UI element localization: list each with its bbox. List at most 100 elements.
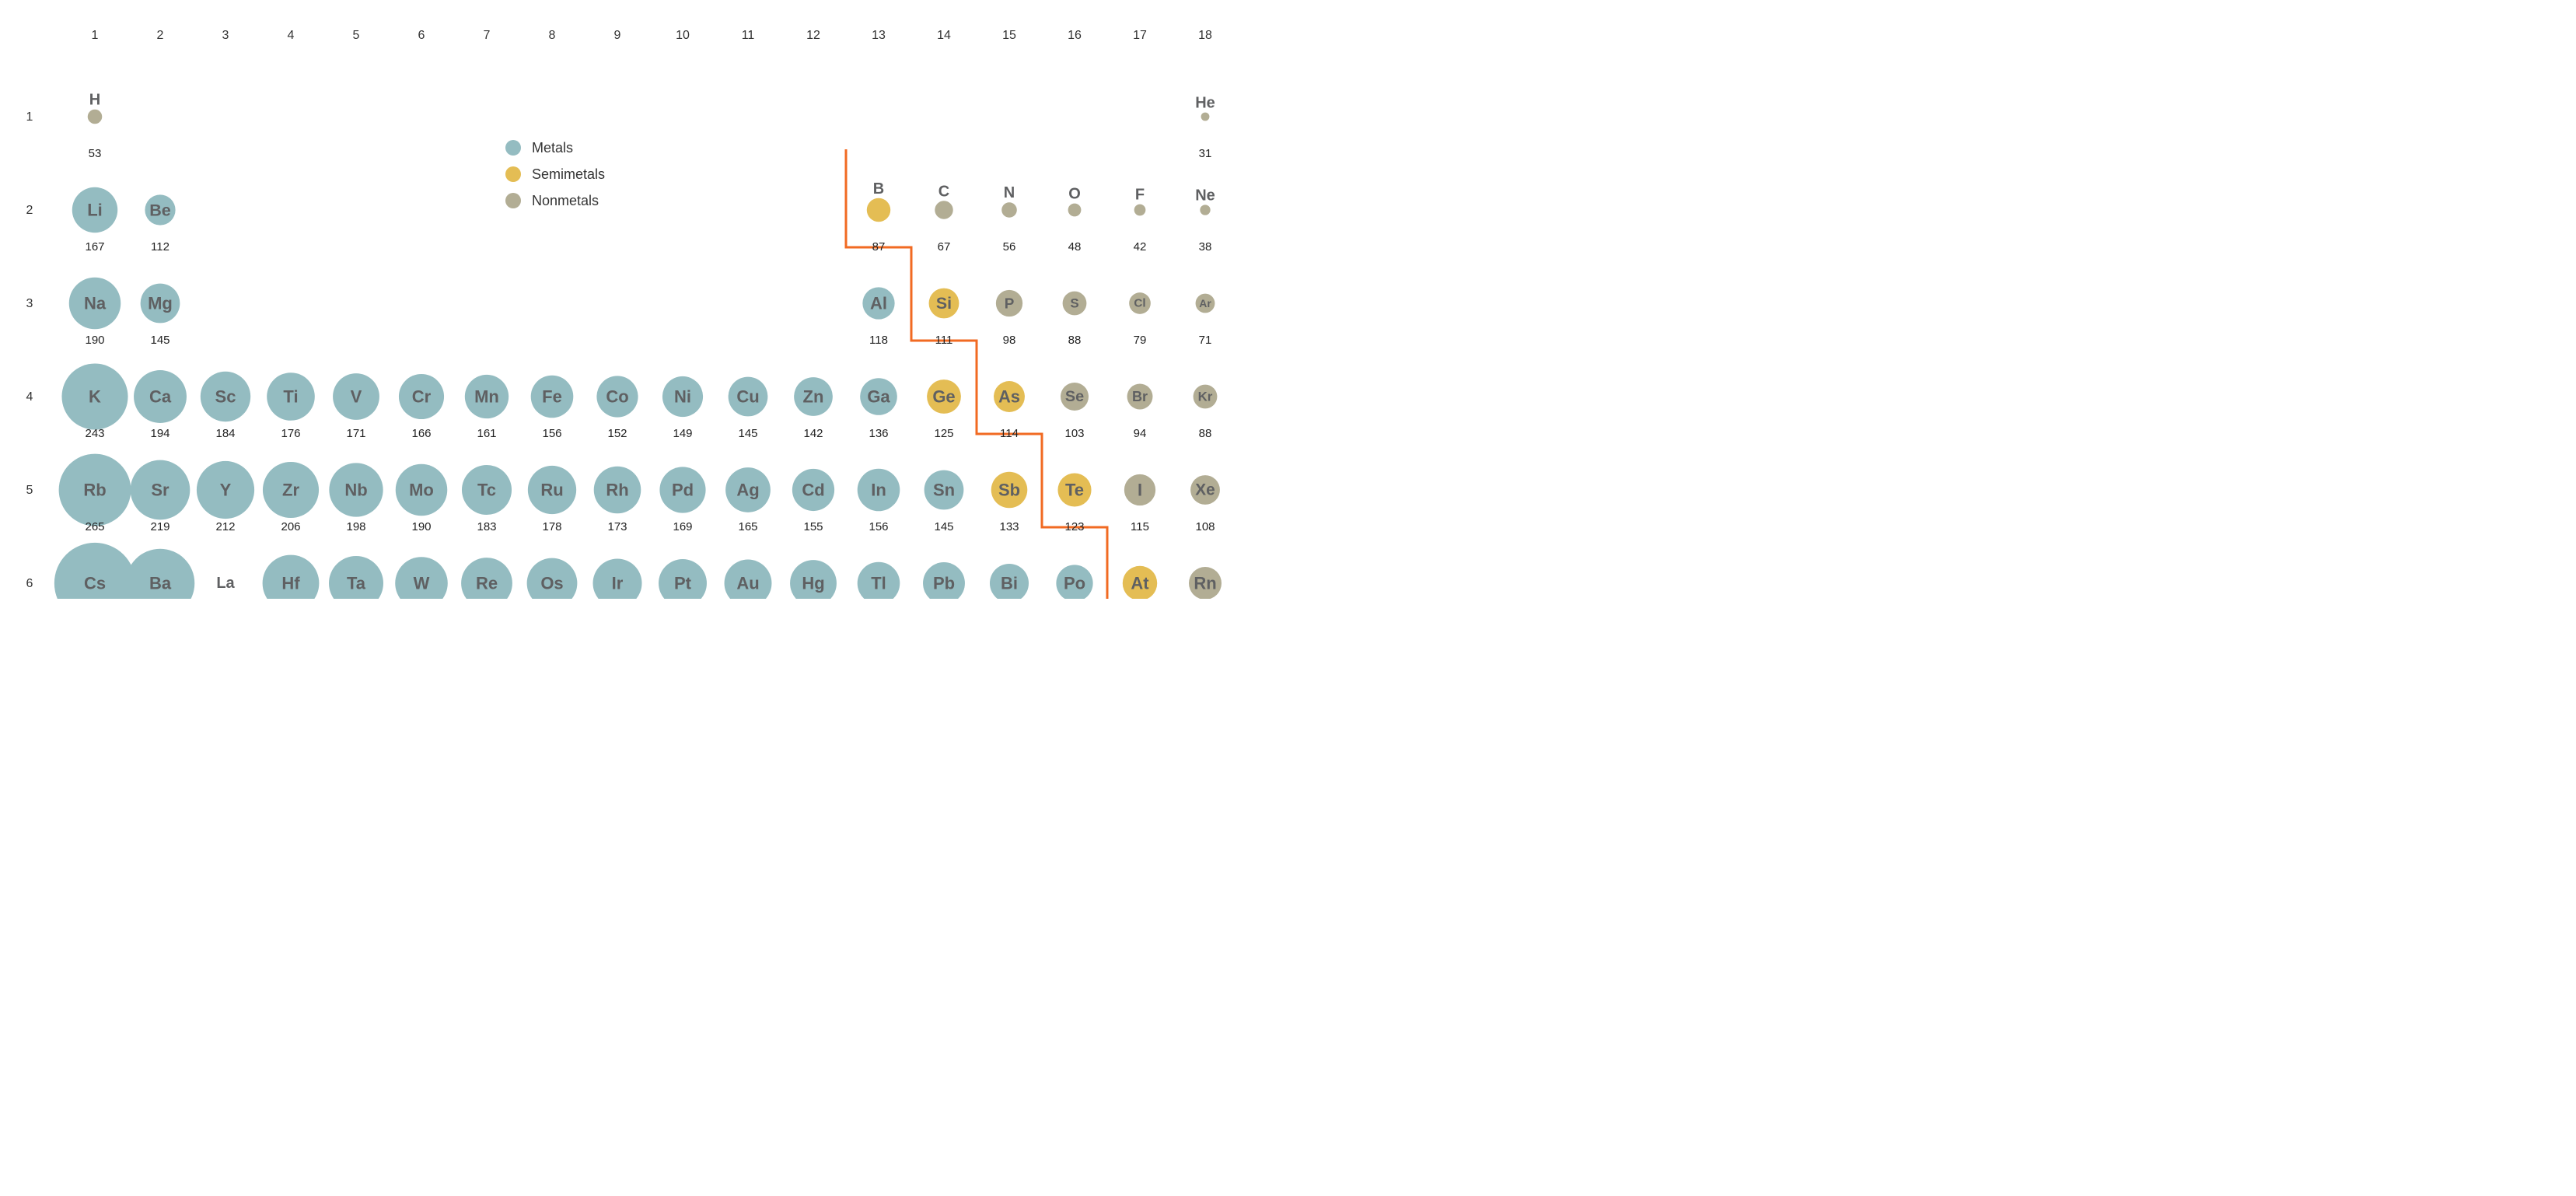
radius-value: 167 (85, 240, 104, 254)
row-header: 4 (26, 390, 33, 404)
element-symbol: N (1004, 184, 1015, 201)
radius-value: 115 (1131, 520, 1149, 533)
element-cell: Sn145 (924, 470, 964, 533)
column-header: 10 (676, 29, 690, 42)
column-header: 1 (92, 29, 99, 42)
radius-value: 142 (803, 427, 823, 440)
element-cell: H 53 (88, 92, 103, 160)
radius-value: 156 (869, 520, 888, 533)
element-cell: Sb133 (991, 472, 1028, 533)
element-symbol: K (89, 387, 101, 407)
element-symbol: Si (936, 294, 952, 313)
element-symbol: Ru (540, 481, 563, 500)
element-cell: Ni149 (662, 376, 703, 440)
element-symbol: Hg (802, 574, 824, 593)
radius-circle (1134, 205, 1146, 216)
element-symbol: H (89, 92, 100, 109)
element-cell: Br94 (1127, 384, 1153, 440)
radius-value: 156 (542, 427, 561, 440)
radius-value: 152 (607, 427, 627, 440)
radius-value: 38 (1199, 240, 1212, 254)
element-cell: Te 123 (1057, 473, 1091, 533)
radius-value: 125 (934, 427, 953, 440)
radius-value: 98 (1003, 334, 1016, 347)
radius-circle (1201, 113, 1210, 121)
element-cell: Ge 125 (927, 379, 961, 440)
element-symbol: Rn (1194, 574, 1216, 593)
element-cell: Co152 (596, 376, 638, 440)
element-symbol: Te (1065, 481, 1084, 500)
radius-value: 42 (1134, 240, 1147, 254)
element-symbol: C (938, 183, 949, 200)
element-cell: Ba253 (126, 549, 195, 599)
element-cell: S88 (1063, 292, 1087, 347)
element-cell: Po135 (1056, 565, 1092, 599)
element-cell: Se103 (1061, 383, 1089, 440)
element-symbol: Ta (347, 574, 366, 593)
radius-value: 136 (869, 427, 888, 440)
legend-dot (505, 166, 521, 182)
element-cell: Cr 166 (399, 374, 444, 440)
column-header: 12 (806, 29, 820, 42)
column-header: 2 (157, 29, 164, 42)
element-cell: Rn120 (1189, 567, 1222, 599)
element-symbol: Ar (1199, 297, 1211, 309)
element-cell: F42 (1134, 187, 1147, 254)
radius-value: 173 (607, 520, 627, 533)
element-cell: Tc183 (462, 465, 512, 533)
element-cell: Ga136 (860, 378, 897, 440)
element-cell: V171 (333, 373, 379, 440)
element-symbol: Li (87, 201, 103, 220)
element-symbol: P (1005, 296, 1015, 312)
element-cell: Al118 (862, 287, 894, 347)
periodic-table-radii-chart: 123456789101112131415161718123456H53He31… (16, 16, 1260, 599)
element-symbol: Mo (409, 481, 434, 500)
radius-circle (1068, 204, 1082, 217)
element-symbol: Cr (412, 387, 432, 407)
element-cell: Ta200 (329, 556, 383, 599)
legend-dot (505, 193, 521, 208)
element-cell: N56 (1001, 184, 1017, 254)
radius-circle (88, 110, 103, 124)
row-header: 3 (26, 297, 33, 310)
element-symbol: Na (84, 294, 107, 313)
element-symbol: W (414, 574, 430, 593)
radius-circle (1001, 202, 1017, 218)
element-symbol: Au (736, 574, 759, 593)
element-cell: Tl156 (858, 562, 900, 599)
radius-value: 118 (869, 334, 888, 347)
element-symbol: He (1195, 95, 1215, 112)
element-symbol: Cs (84, 574, 106, 593)
element-cell: Hg171 (790, 560, 837, 599)
element-cell: Pd169 (659, 467, 705, 533)
element-cell: Na190 (69, 278, 121, 347)
column-header: 9 (614, 29, 621, 42)
element-cell: C67 (935, 183, 952, 254)
element-cell: Rh173 (594, 467, 641, 533)
radius-circle (935, 201, 952, 219)
radius-value: 108 (1195, 520, 1215, 533)
element-cell: As114 (994, 381, 1025, 440)
element-symbol: As (998, 387, 1020, 407)
element-symbol: Mg (148, 294, 173, 313)
element-symbol: Ge (932, 387, 955, 407)
element-symbol: Sc (215, 387, 236, 407)
element-symbol: Tl (871, 574, 886, 593)
element-symbol: Ti (283, 387, 298, 407)
radius-value: 123 (1064, 520, 1084, 533)
radius-value: 133 (999, 520, 1019, 533)
element-symbol: Cu (736, 387, 759, 407)
radius-value: 265 (85, 520, 104, 533)
element-cell: Ne38 (1195, 187, 1215, 254)
radius-value: 183 (477, 520, 496, 533)
radius-value: 219 (150, 520, 170, 533)
element-cell: Pt177 (659, 559, 707, 599)
element-cell: Ru178 (528, 466, 576, 533)
element-symbol: Pt (674, 574, 692, 593)
radius-value: 166 (411, 427, 431, 440)
element-symbol: Mn (474, 387, 499, 407)
radius-value: 53 (89, 147, 102, 160)
element-symbol: Ca (149, 387, 172, 407)
row-header: 1 (26, 110, 33, 124)
element-symbol: Zn (803, 387, 824, 407)
